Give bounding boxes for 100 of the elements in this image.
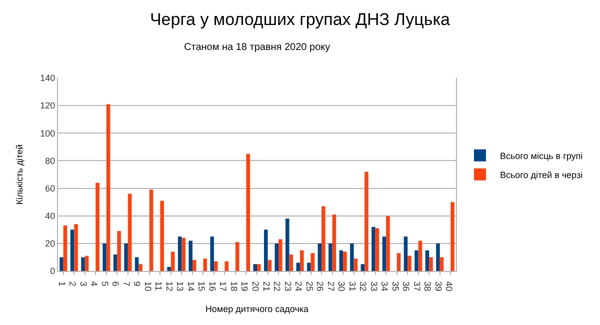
bar — [188, 240, 192, 271]
bar — [84, 256, 89, 271]
bar — [268, 260, 272, 271]
bar — [418, 240, 422, 271]
bar — [350, 243, 354, 271]
x-tick-label: 15 — [196, 281, 207, 292]
bar — [429, 257, 433, 271]
x-tick-label: 7 — [121, 281, 132, 286]
x-tick-label: 10 — [142, 281, 153, 292]
bar — [425, 250, 430, 271]
x-tick-label: 3 — [78, 281, 88, 286]
bar — [332, 214, 336, 271]
bar — [182, 238, 186, 271]
bar — [436, 243, 440, 271]
x-tick-label: 31 — [347, 281, 358, 292]
bar — [264, 230, 268, 271]
y-tick-label: 40 — [45, 211, 56, 222]
bar — [246, 154, 250, 271]
x-tick-label: 38 — [422, 281, 433, 292]
x-tick-label: 11 — [154, 281, 164, 291]
chart-subtitle: Станом на 18 травня 2020 року — [184, 42, 330, 53]
bar — [192, 260, 196, 271]
y-tick-label: 100 — [40, 128, 56, 138]
x-tick-label: 22 — [272, 281, 282, 292]
x-tick-label: 36 — [401, 281, 412, 292]
bar — [113, 254, 118, 271]
x-tick-label: 25 — [304, 281, 314, 292]
y-tick-label: 0 — [50, 266, 56, 276]
bar — [224, 261, 228, 271]
x-tick-label: 14 — [186, 281, 196, 292]
bar — [60, 257, 64, 271]
bar — [289, 254, 294, 271]
legend-label: Всього дітей в черзі — [500, 170, 583, 180]
bar — [450, 202, 454, 271]
x-tick-label: 40 — [444, 281, 454, 292]
x-tick-label: 21 — [261, 281, 272, 292]
x-tick-label: 2 — [68, 281, 78, 286]
y-tick-label: 20 — [45, 238, 56, 249]
bar — [178, 236, 182, 271]
x-tick-label: 13 — [175, 281, 186, 292]
chart-title: Черга у молодших групах ДНЗ Луцька — [150, 10, 451, 29]
bar — [170, 252, 175, 271]
x-tick-label: 9 — [132, 281, 142, 286]
bar — [106, 104, 110, 271]
bar — [70, 230, 74, 271]
bar — [396, 253, 401, 271]
y-tick-label: 60 — [45, 183, 56, 194]
x-tick-label: 6 — [110, 281, 121, 286]
x-tick-label: 24 — [294, 281, 304, 292]
bar — [328, 243, 332, 271]
bar — [286, 218, 290, 271]
bar — [354, 258, 358, 271]
legend-label: Всього місць в групі — [500, 150, 583, 161]
bar — [210, 236, 214, 271]
y-axis-title: Кількість дітей — [14, 144, 25, 205]
bar — [149, 190, 154, 271]
bar — [339, 250, 344, 271]
bar — [160, 200, 164, 271]
bar — [138, 264, 142, 271]
bar — [300, 250, 304, 271]
bar — [386, 216, 390, 271]
x-tick-label: 32 — [358, 281, 368, 292]
bar — [372, 226, 376, 271]
bar — [134, 257, 139, 271]
x-tick-label: 19 — [240, 281, 250, 292]
bar — [322, 206, 326, 271]
x-tick-label: 17 — [218, 281, 228, 292]
x-tick-label: 1 — [56, 281, 67, 286]
bar — [257, 264, 261, 271]
x-tick-label: 33 — [368, 281, 379, 292]
x-tick-label: 34 — [380, 281, 390, 292]
x-tick-label: 23 — [282, 281, 293, 292]
x-tick-label: 20 — [250, 281, 260, 292]
bar — [310, 253, 315, 271]
x-tick-label: 27 — [326, 281, 336, 292]
bar — [63, 226, 68, 271]
bar — [117, 231, 121, 271]
bar — [124, 243, 128, 271]
bar — [274, 243, 279, 271]
x-tick-label: 16 — [207, 281, 218, 292]
bar — [307, 262, 311, 271]
x-tick-label: 35 — [390, 281, 400, 292]
x-tick-label: 4 — [89, 281, 100, 286]
y-tick-label: 120 — [40, 100, 56, 111]
bar — [375, 228, 380, 271]
x-tick-label: 12 — [164, 281, 174, 292]
bar — [408, 256, 412, 271]
bar — [364, 172, 368, 271]
x-tick-label: 37 — [412, 281, 422, 292]
bar — [96, 182, 100, 271]
bar — [81, 257, 85, 271]
x-tick-label: 39 — [433, 281, 444, 292]
bar — [235, 242, 240, 271]
bar — [253, 264, 257, 271]
bar — [102, 243, 106, 271]
bar — [128, 194, 132, 271]
bar — [360, 264, 365, 271]
x-axis-title: Номер дитячого садочка — [205, 304, 309, 314]
bar — [414, 250, 418, 271]
bar — [167, 266, 171, 271]
